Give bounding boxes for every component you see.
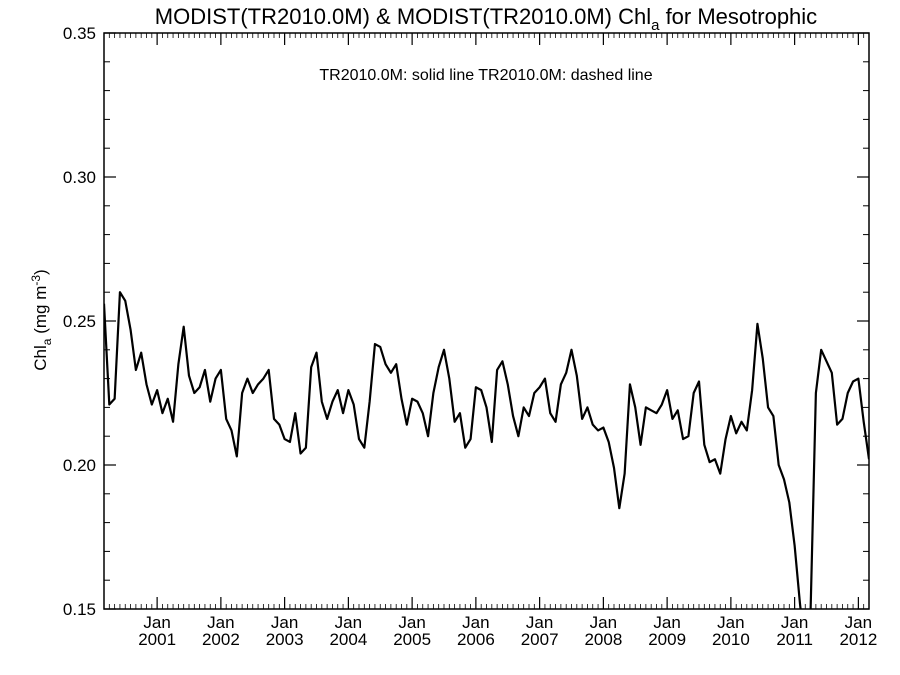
x-tick-year-label: 2003 — [266, 630, 304, 649]
x-tick-year-label: 2009 — [648, 630, 686, 649]
y-tick-label: 0.20 — [63, 456, 96, 475]
title-subscript: a — [651, 17, 660, 34]
x-tick-year-label: 2002 — [202, 630, 240, 649]
x-tick-month-label: Jan — [781, 613, 808, 632]
ylabel-main: Chl — [31, 345, 50, 371]
x-tick-month-label: Jan — [845, 613, 872, 632]
series-group — [104, 291, 869, 609]
x-tick-year-label: 2007 — [521, 630, 559, 649]
chart-title: MODIST(TR2010.0M) & MODIST(TR2010.0M) Ch… — [155, 4, 817, 34]
legend-text: TR2010.0M: solid line TR2010.0M: dashed … — [319, 67, 652, 84]
title-main: MODIST(TR2010.0M) & MODIST(TR2010.0M) Ch… — [155, 4, 651, 29]
x-tick-month-label: Jan — [717, 613, 744, 632]
x-tick-month-label: Jan — [398, 613, 425, 632]
x-tick-year-label: 2011 — [776, 630, 813, 649]
x-tick-year-label: 2005 — [393, 630, 431, 649]
ylabel-subscript: a — [40, 338, 54, 345]
x-tick-month-label: Jan — [462, 613, 489, 632]
x-tick-month-label: Jan — [143, 613, 170, 632]
x-axis-minor-ticks — [103, 33, 870, 609]
x-axis-ticks: Jan2001Jan2002Jan2003Jan2004Jan2005Jan20… — [138, 33, 877, 649]
x-tick-month-label: Jan — [335, 613, 362, 632]
y-axis-ticks: 0.15 0.20 0.25 0.30 0.35 — [63, 24, 869, 619]
y-axis-label: Chla (mg m-3) — [29, 269, 54, 370]
x-tick-month-label: Jan — [526, 613, 553, 632]
ylabel-superscript: -3 — [29, 275, 43, 286]
x-tick-month-label: Jan — [590, 613, 617, 632]
title-tail: for Mesotrophic — [659, 4, 817, 29]
ylabel-close: ) — [31, 269, 50, 275]
x-tick-month-label: Jan — [653, 613, 680, 632]
plot-frame — [103, 32, 870, 610]
x-tick-year-label: 2012 — [839, 630, 877, 649]
x-tick-year-label: 2006 — [457, 630, 495, 649]
y-tick-label: 0.35 — [63, 24, 96, 43]
x-tick-year-label: 2001 — [138, 630, 176, 649]
x-tick-month-label: Jan — [271, 613, 298, 632]
series-line-solid — [104, 291, 869, 609]
x-tick-year-label: 2010 — [712, 630, 750, 649]
x-tick-year-label: 2008 — [584, 630, 622, 649]
y-tick-label: 0.15 — [63, 600, 96, 619]
ylabel-tail: (mg m — [31, 286, 50, 339]
x-tick-year-label: 2004 — [329, 630, 367, 649]
x-tick-month-label: Jan — [207, 613, 234, 632]
y-tick-label: 0.25 — [63, 312, 96, 331]
y-tick-label: 0.30 — [63, 168, 96, 187]
